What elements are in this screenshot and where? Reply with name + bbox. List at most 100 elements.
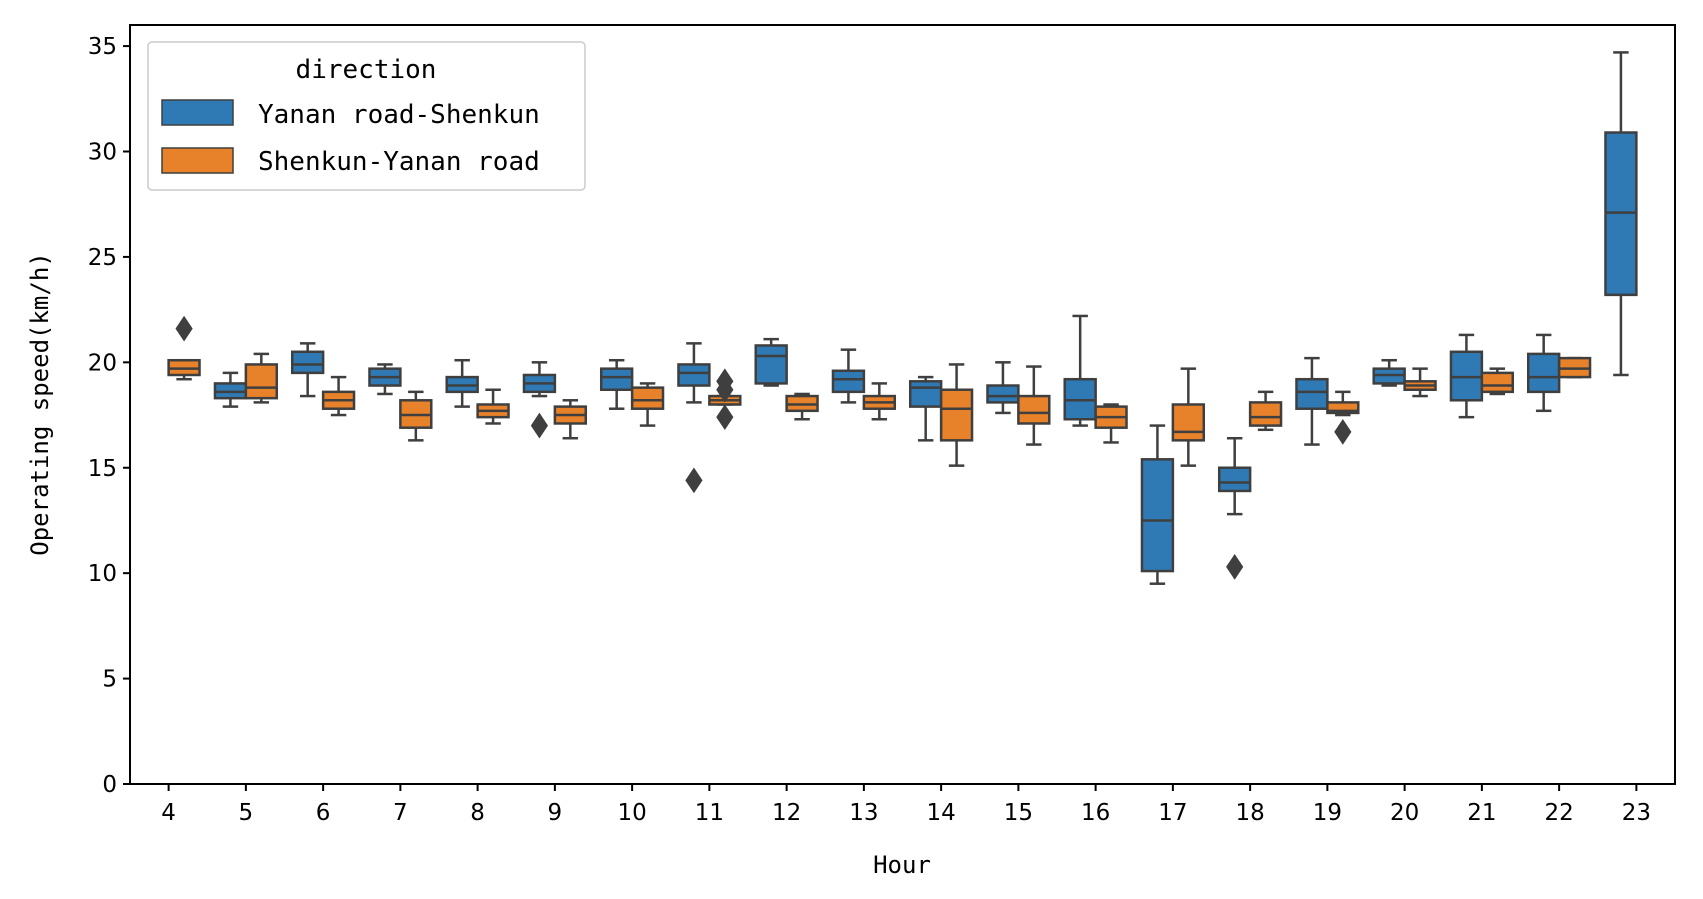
box-body: [1480, 371, 1515, 394]
outlier-point: [175, 315, 193, 342]
box-shenkun-yanan-road-6: [321, 375, 356, 417]
box-body: [677, 363, 711, 387]
box-yanan-road-shenkun-10: [599, 358, 634, 410]
box-shenkun-yanan-road-14: [939, 363, 974, 467]
box-yanan-road-shenkun-8: [445, 358, 479, 408]
box-yanan-road-shenkun-22: [1526, 333, 1561, 413]
box-body: [1295, 377, 1329, 410]
legend: direction Yanan road-Shenkun Shenkun-Yan…: [147, 41, 586, 191]
y-tick-label: 20: [88, 350, 117, 376]
box-body: [1217, 466, 1252, 493]
x-tick-label: 21: [1467, 800, 1496, 826]
box-shenkun-yanan-road-10: [630, 382, 665, 427]
outlier-point: [716, 404, 734, 431]
box-shenkun-yanan-road-19: [1326, 390, 1360, 445]
box-shenkun-yanan-road-11: [708, 368, 742, 431]
box-shenkun-yanan-road-21: [1480, 367, 1515, 396]
legend-swatch-yanan-road-shenkun: [161, 99, 234, 126]
x-tick-label: 11: [695, 800, 724, 826]
outlier-point: [1334, 419, 1352, 445]
x-axis: 4 5 6 7 8 9 10 11 12 13 14 15 16 17 18 19 20 21 22 23: [161, 784, 1651, 826]
y-tick-label: 10: [88, 561, 117, 587]
x-tick-label: 22: [1544, 800, 1573, 826]
box-shenkun-yanan-road-7: [399, 390, 433, 442]
box-shenkun-yanan-road-18: [1248, 390, 1283, 432]
outlier-point: [685, 467, 703, 494]
x-tick-label: 8: [470, 800, 485, 826]
box-body: [831, 369, 866, 394]
box-shenkun-yanan-road-9: [553, 399, 588, 440]
x-tick-label: 13: [849, 800, 878, 826]
box-body: [1017, 394, 1051, 425]
box-body: [908, 380, 943, 408]
x-tick-label: 14: [926, 800, 955, 826]
box-shenkun-yanan-road-5: [244, 352, 279, 404]
box-yanan-road-shenkun-6: [290, 342, 325, 398]
x-tick-label: 5: [239, 800, 254, 826]
legend-label-shenkun-yanan-road: Shenkun-Yanan road: [258, 147, 540, 177]
x-axis-title: Hour: [873, 851, 931, 879]
x-tick-label: 15: [1004, 800, 1033, 826]
box-marks: [167, 51, 1638, 585]
box-yanan-road-shenkun-17: [1140, 424, 1175, 585]
plot-frame: [129, 24, 1676, 785]
box-body: [630, 386, 665, 410]
box-body: [939, 388, 974, 442]
box-body: [1248, 401, 1283, 427]
outlier-point: [716, 376, 734, 403]
x-tick-label: 12: [772, 800, 801, 826]
box-body: [244, 363, 279, 400]
box-yanan-road-shenkun-14: [908, 375, 943, 442]
box-yanan-road-shenkun-19: [1295, 356, 1329, 446]
box-shenkun-yanan-road-20: [1403, 367, 1437, 398]
box-shenkun-yanan-road-16: [1094, 403, 1128, 444]
x-tick-label: 18: [1235, 800, 1264, 826]
box-yanan-road-shenkun-18: [1217, 436, 1252, 580]
box-yanan-road-shenkun-12: [754, 337, 788, 387]
box-yanan-road-shenkun-7: [368, 363, 402, 396]
box-yanan-road-shenkun-23: [1604, 51, 1638, 377]
box-shenkun-yanan-road-13: [862, 382, 897, 421]
box-body: [754, 344, 788, 385]
y-axis-title: Operating speed(km/h): [26, 252, 54, 555]
box-body: [1526, 352, 1561, 394]
outlier-point: [1226, 553, 1244, 580]
x-tick-label: 10: [617, 800, 646, 826]
x-tick-label: 20: [1390, 800, 1419, 826]
y-tick-label: 15: [88, 456, 117, 482]
x-tick-label: 7: [393, 800, 408, 826]
box-shenkun-yanan-road-17: [1171, 367, 1206, 467]
box-yanan-road-shenkun-13: [831, 348, 866, 404]
x-tick-label: 9: [548, 800, 563, 826]
box-body: [599, 367, 634, 391]
box-yanan-road-shenkun-16: [1063, 314, 1097, 427]
x-tick-label: 6: [316, 800, 331, 826]
y-tick-label: 0: [102, 772, 117, 798]
box-body: [1326, 401, 1360, 415]
box-body: [1140, 458, 1175, 573]
y-tick-label: 30: [88, 140, 117, 166]
box-body: [986, 384, 1020, 404]
box-shenkun-yanan-road-12: [785, 392, 819, 421]
x-tick-label: 17: [1158, 800, 1187, 826]
box-body: [290, 350, 325, 375]
box-yanan-road-shenkun-9: [522, 361, 557, 439]
y-tick-label: 25: [88, 245, 117, 271]
outlier-point: [530, 412, 549, 439]
box-yanan-road-shenkun-15: [986, 361, 1020, 415]
box-body: [1171, 403, 1206, 442]
box-yanan-road-shenkun-5: [213, 371, 248, 408]
box-yanan-road-shenkun-11: [677, 342, 711, 494]
legend-swatch-shenkun-yanan-road: [161, 147, 234, 174]
x-tick-label: 4: [161, 800, 176, 826]
legend-label-yanan-road-shenkun: Yanan road-Shenkun: [258, 100, 540, 130]
legend-title: direction: [296, 55, 437, 85]
x-tick-label: 19: [1313, 800, 1342, 826]
y-axis: 0 5 10 15 20 25 30 35: [88, 34, 130, 798]
box-shenkun-yanan-road-15: [1017, 365, 1051, 446]
y-tick-label: 5: [102, 667, 117, 693]
x-tick-label: 23: [1622, 800, 1651, 826]
box-shenkun-yanan-road-4: [167, 315, 201, 381]
box-yanan-road-shenkun-20: [1372, 358, 1406, 387]
